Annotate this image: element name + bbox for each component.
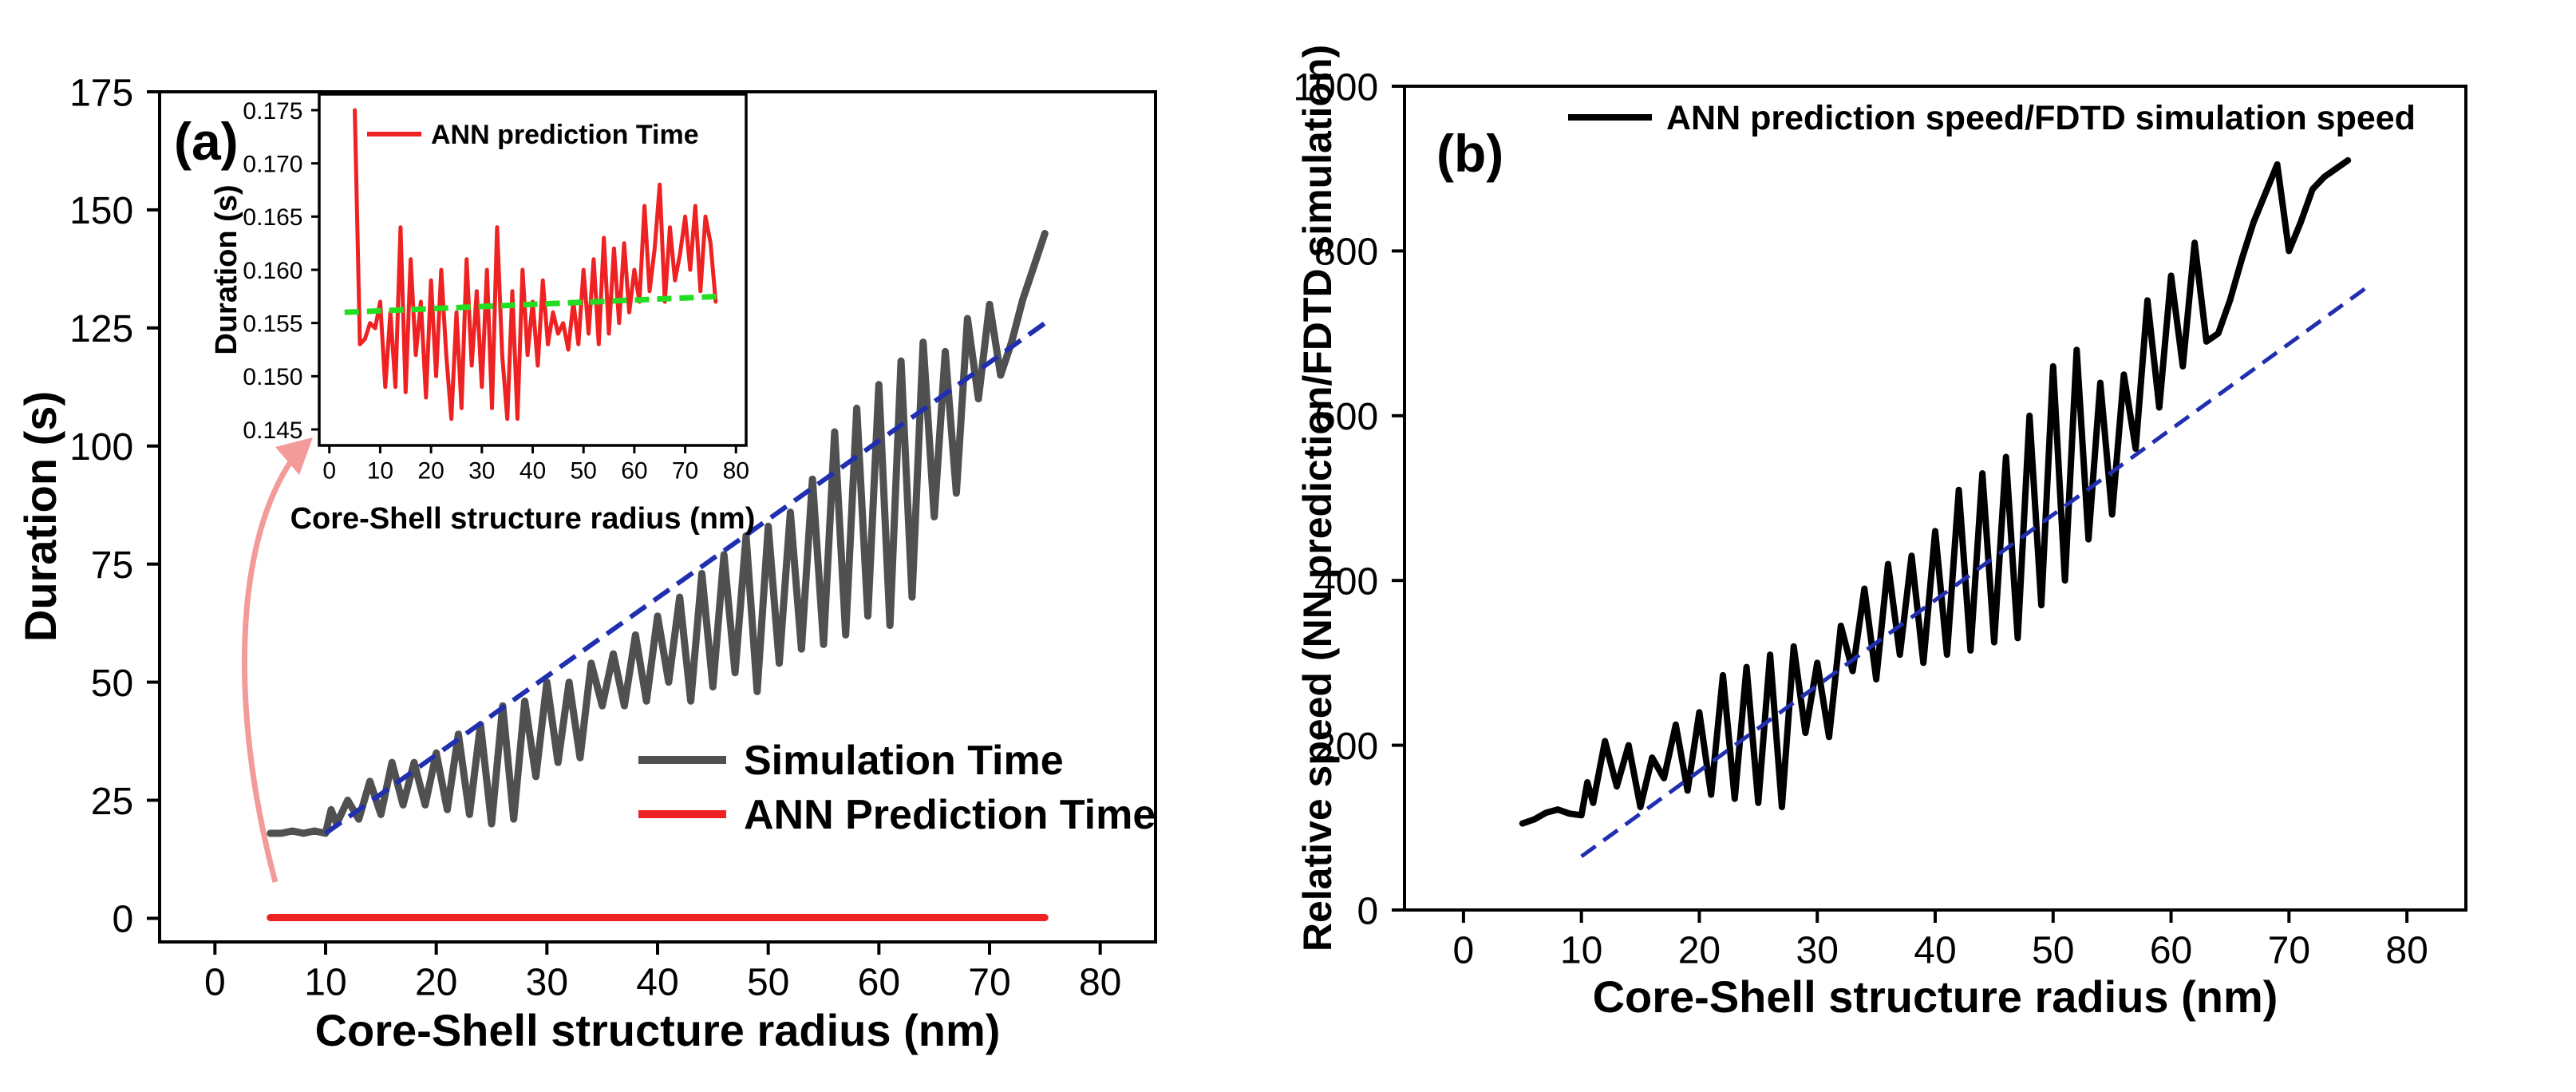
inset-x-ticks: 0 10 20 30 40 50 60 70 80	[322, 445, 749, 485]
b-x-tick-label: 40	[1914, 929, 1956, 971]
b-y-tick-label: 1000	[1293, 66, 1378, 109]
b-x-tick-label: 30	[1796, 929, 1839, 971]
a-y-tick-label: 125	[69, 308, 133, 350]
b-y-tick-label: 200	[1314, 726, 1378, 768]
b-y-tick-label: 0	[1357, 890, 1378, 932]
a-x-tick-label: 50	[747, 961, 789, 1003]
b-series-ann-prediction-speed-fdtd-simulation-speed	[1519, 156, 2352, 827]
a-y-tick-label: 75	[91, 544, 133, 587]
panel-b-x-axis-title: Core-Shell structure radius (nm)	[1593, 971, 2278, 1022]
i-series-ann-prediction-time	[353, 108, 718, 421]
i-y-tick-label: 0.160	[243, 258, 302, 284]
panel-b-x-ticks: 0 10 20 30 40 50 60 70 80	[1453, 910, 2428, 971]
i-y-tick-label: 0.145	[243, 417, 302, 444]
a-series-trend	[324, 321, 1047, 836]
i-series-trend	[344, 293, 721, 315]
panel-b-y-axis-title: Relative speed (NN prediction/FDTD simul…	[1295, 45, 1340, 952]
i-x-tick-label: 50	[571, 458, 597, 485]
a-y-tick-label: 0	[112, 899, 133, 941]
i-x-tick-label: 20	[417, 458, 444, 485]
b-x-tick-label: 0	[1453, 929, 1475, 971]
panel-a-label: (a)	[174, 112, 239, 171]
panel-a-y-axis-title: Duration (s)	[15, 391, 65, 642]
a-y-tick-label: 150	[69, 190, 133, 232]
inset-legend-label: ANN prediction Time	[431, 120, 699, 150]
panel-a-x-ticks: 0 10 20 30 40 50 60 70 80	[204, 942, 1121, 1003]
b-x-tick-label: 20	[1678, 929, 1721, 971]
b-x-tick-label: 50	[2032, 929, 2074, 971]
a-x-tick-label: 70	[968, 961, 1010, 1003]
b-y-tick-label: 400	[1314, 560, 1378, 603]
a-y-tick-label: 100	[69, 426, 133, 469]
panel-a-x-axis-title: Core-Shell structure radius (nm)	[315, 1005, 1001, 1055]
i-y-tick-label: 0.165	[243, 204, 302, 231]
i-x-tick-label: 40	[520, 458, 546, 485]
panel-b-legend-label: ANN prediction speed/FDTD simulation spe…	[1666, 99, 2416, 137]
panel-a-zoom-arrow-curve	[241, 453, 298, 883]
b-y-tick-label: 800	[1314, 231, 1378, 274]
panel-b-label: (b)	[1436, 124, 1503, 183]
i-x-tick-label: 80	[723, 458, 749, 485]
panel-b-y-ticks: 0 200 400 600 800 1000	[1293, 66, 1405, 932]
inset-background	[318, 93, 748, 447]
panel-a-zoom-arrow-head	[275, 437, 313, 475]
a-series-simulation-time	[267, 230, 1049, 837]
inset-x-axis-title: Core-Shell structure radius (nm)	[290, 502, 756, 536]
i-y-tick-label: 0.155	[243, 311, 302, 337]
a-y-tick-label: 25	[91, 781, 133, 823]
panel-a-zoom-arrow	[241, 437, 313, 883]
i-x-tick-label: 10	[367, 458, 393, 485]
a-x-tick-label: 10	[304, 961, 346, 1003]
i-x-tick-label: 0	[322, 458, 336, 485]
a-x-tick-label: 60	[858, 961, 900, 1003]
b-x-tick-label: 10	[1560, 929, 1602, 971]
i-x-tick-label: 30	[468, 458, 495, 485]
i-x-tick-label: 70	[672, 458, 698, 485]
panel-a-inset: 0 10 20 30 40 50 60 70 80 0.1450.1500.1550.1600.…	[210, 93, 756, 536]
b-x-tick-label: 80	[2385, 929, 2428, 971]
i-x-tick-label: 60	[621, 458, 647, 485]
panel-a-legend-label-simulation: Simulation Time	[744, 738, 1064, 784]
a-y-tick-label: 50	[91, 663, 133, 705]
a-y-tick-label: 175	[69, 72, 133, 114]
a-x-tick-label: 0	[204, 961, 226, 1003]
a-x-tick-label: 80	[1079, 961, 1121, 1003]
i-y-tick-label: 0.175	[243, 98, 302, 125]
a-x-tick-label: 40	[636, 961, 678, 1003]
panel-a-series	[267, 230, 1049, 921]
panel-a-legend: Simulation Time ANN Prediction Time	[638, 738, 1156, 838]
i-y-tick-label: 0.150	[243, 364, 302, 390]
inset-y-ticks: 0.145 0.150 0.155 0.160 0.165 0.170 0.175	[243, 98, 319, 444]
inset-series	[344, 108, 721, 421]
panel-b-series	[1519, 156, 2373, 858]
a-x-tick-label: 30	[526, 961, 568, 1003]
panel-a-legend-label-ann: ANN Prediction Time	[744, 792, 1156, 838]
b-x-tick-label: 60	[2150, 929, 2192, 971]
inset-y-axis-title: Duration (s)	[210, 184, 243, 354]
panel-a-y-ticks: 0 25 50 75 100 125 150 175	[69, 72, 160, 941]
a-x-tick-label: 20	[415, 961, 457, 1003]
b-y-tick-label: 600	[1314, 396, 1378, 438]
i-y-tick-label: 0.170	[243, 151, 302, 177]
b-x-tick-label: 70	[2268, 929, 2310, 971]
